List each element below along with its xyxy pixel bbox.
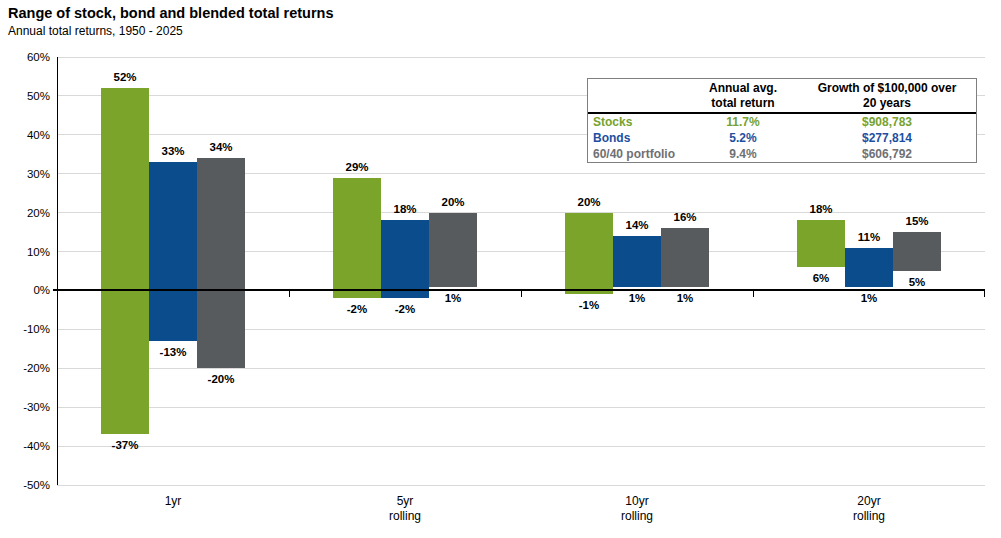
bar-min-label: 5% — [887, 276, 947, 289]
y-axis-tick-label: -50% — [0, 477, 50, 493]
bar-min-label: -37% — [95, 439, 155, 452]
gridline — [57, 485, 985, 486]
bar-60-40-portfolio-20yr-rolling — [893, 232, 941, 271]
y-axis-tick-label: 50% — [0, 88, 50, 104]
bar-max-label: 29% — [327, 161, 387, 174]
y-axis-tick-label: -40% — [0, 438, 50, 454]
bar-min-label: 6% — [791, 272, 851, 285]
x-axis-category-label: 5yr rolling — [335, 494, 475, 524]
y-axis-tick-label: 10% — [0, 244, 50, 260]
gridline — [57, 407, 985, 408]
chart-canvas: Range of stock, bond and blended total r… — [0, 0, 1001, 538]
chart-subtitle: Annual total returns, 1950 - 2025 — [8, 24, 183, 38]
bar-max-label: 15% — [887, 215, 947, 228]
legend-header-growth: Growth of $100,000 over 20 years — [798, 81, 976, 111]
legend-table: Annual avg. total return Growth of $100,… — [587, 78, 977, 163]
legend-avg-return: 11.7% — [688, 114, 798, 130]
bar-min-label: 1% — [839, 292, 899, 305]
bar-max-label: 20% — [423, 196, 483, 209]
legend-series-name: Bonds — [588, 130, 688, 146]
bar-max-label: 20% — [559, 196, 619, 209]
legend-table-body: Stocks11.7%$908,783Bonds5.2%$277,81460/4… — [588, 114, 976, 162]
y-axis-tick-label: 30% — [0, 166, 50, 182]
x-axis-category-label: 1yr — [103, 494, 243, 509]
y-axis-tick-label: -30% — [0, 399, 50, 415]
legend-row-bonds: Bonds5.2%$277,814 — [588, 130, 976, 146]
chart-title: Range of stock, bond and blended total r… — [8, 5, 333, 21]
x-axis-tick — [289, 291, 290, 297]
legend-growth-value: $277,814 — [798, 130, 976, 146]
bar-stocks-10yr-rolling — [565, 213, 613, 295]
bar-min-label: 1% — [655, 292, 715, 305]
bar-bonds-20yr-rolling — [845, 248, 893, 287]
y-axis-tick-label: -20% — [0, 360, 50, 376]
bar-bonds-10yr-rolling — [613, 236, 661, 287]
legend-avg-return: 9.4% — [688, 146, 798, 162]
legend-series-name: Stocks — [588, 114, 688, 130]
bar-max-label: 11% — [839, 231, 899, 244]
legend-growth-value: $908,783 — [798, 114, 976, 130]
bar-max-label: 18% — [791, 203, 851, 216]
y-axis-tick-label: 20% — [0, 205, 50, 221]
y-axis-line — [57, 57, 58, 485]
x-axis-tick — [57, 291, 58, 297]
bar-max-label: 34% — [191, 141, 251, 154]
legend-header-return: Annual avg. total return — [688, 81, 798, 111]
legend-avg-return: 5.2% — [688, 130, 798, 146]
bar-max-label: 16% — [655, 211, 715, 224]
bar-min-label: -2% — [375, 303, 435, 316]
bar-stocks-5yr-rolling — [333, 178, 381, 299]
x-axis-tick — [984, 291, 985, 297]
bar-stocks-20yr-rolling — [797, 220, 845, 267]
bar-min-label: 1% — [423, 292, 483, 305]
y-axis-tick-label: 60% — [0, 49, 50, 65]
y-axis-tick-label: 40% — [0, 127, 50, 143]
gridline — [57, 57, 985, 58]
bar-stocks-1yr — [101, 88, 149, 434]
legend-growth-value: $606,792 — [798, 146, 976, 162]
x-axis-tick — [521, 291, 522, 297]
bar-min-label: -13% — [143, 346, 203, 359]
legend-series-name: 60/40 portfolio — [588, 146, 688, 162]
bar-min-label: -20% — [191, 373, 251, 386]
legend-table-header: Annual avg. total return Growth of $100,… — [588, 79, 976, 114]
y-axis-tick-label: -10% — [0, 321, 50, 337]
x-axis-category-label: 20yr rolling — [799, 494, 939, 524]
legend-header-blank — [588, 81, 688, 111]
bar-60-40-portfolio-1yr — [197, 158, 245, 368]
legend-row-60-40-portfolio: 60/40 portfolio9.4%$606,792 — [588, 146, 976, 162]
bar-60-40-portfolio-10yr-rolling — [661, 228, 709, 286]
y-axis-tick-label: 0% — [0, 282, 50, 298]
bar-bonds-1yr — [149, 162, 197, 341]
x-axis-category-label: 10yr rolling — [567, 494, 707, 524]
gridline — [57, 446, 985, 447]
bar-bonds-5yr-rolling — [381, 220, 429, 298]
bar-60-40-portfolio-5yr-rolling — [429, 213, 477, 287]
legend-row-stocks: Stocks11.7%$908,783 — [588, 114, 976, 130]
bar-max-label: 52% — [95, 71, 155, 84]
x-axis-tick — [753, 291, 754, 297]
